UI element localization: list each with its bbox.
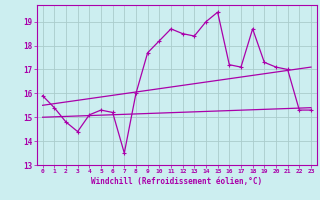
X-axis label: Windchill (Refroidissement éolien,°C): Windchill (Refroidissement éolien,°C) <box>91 177 262 186</box>
